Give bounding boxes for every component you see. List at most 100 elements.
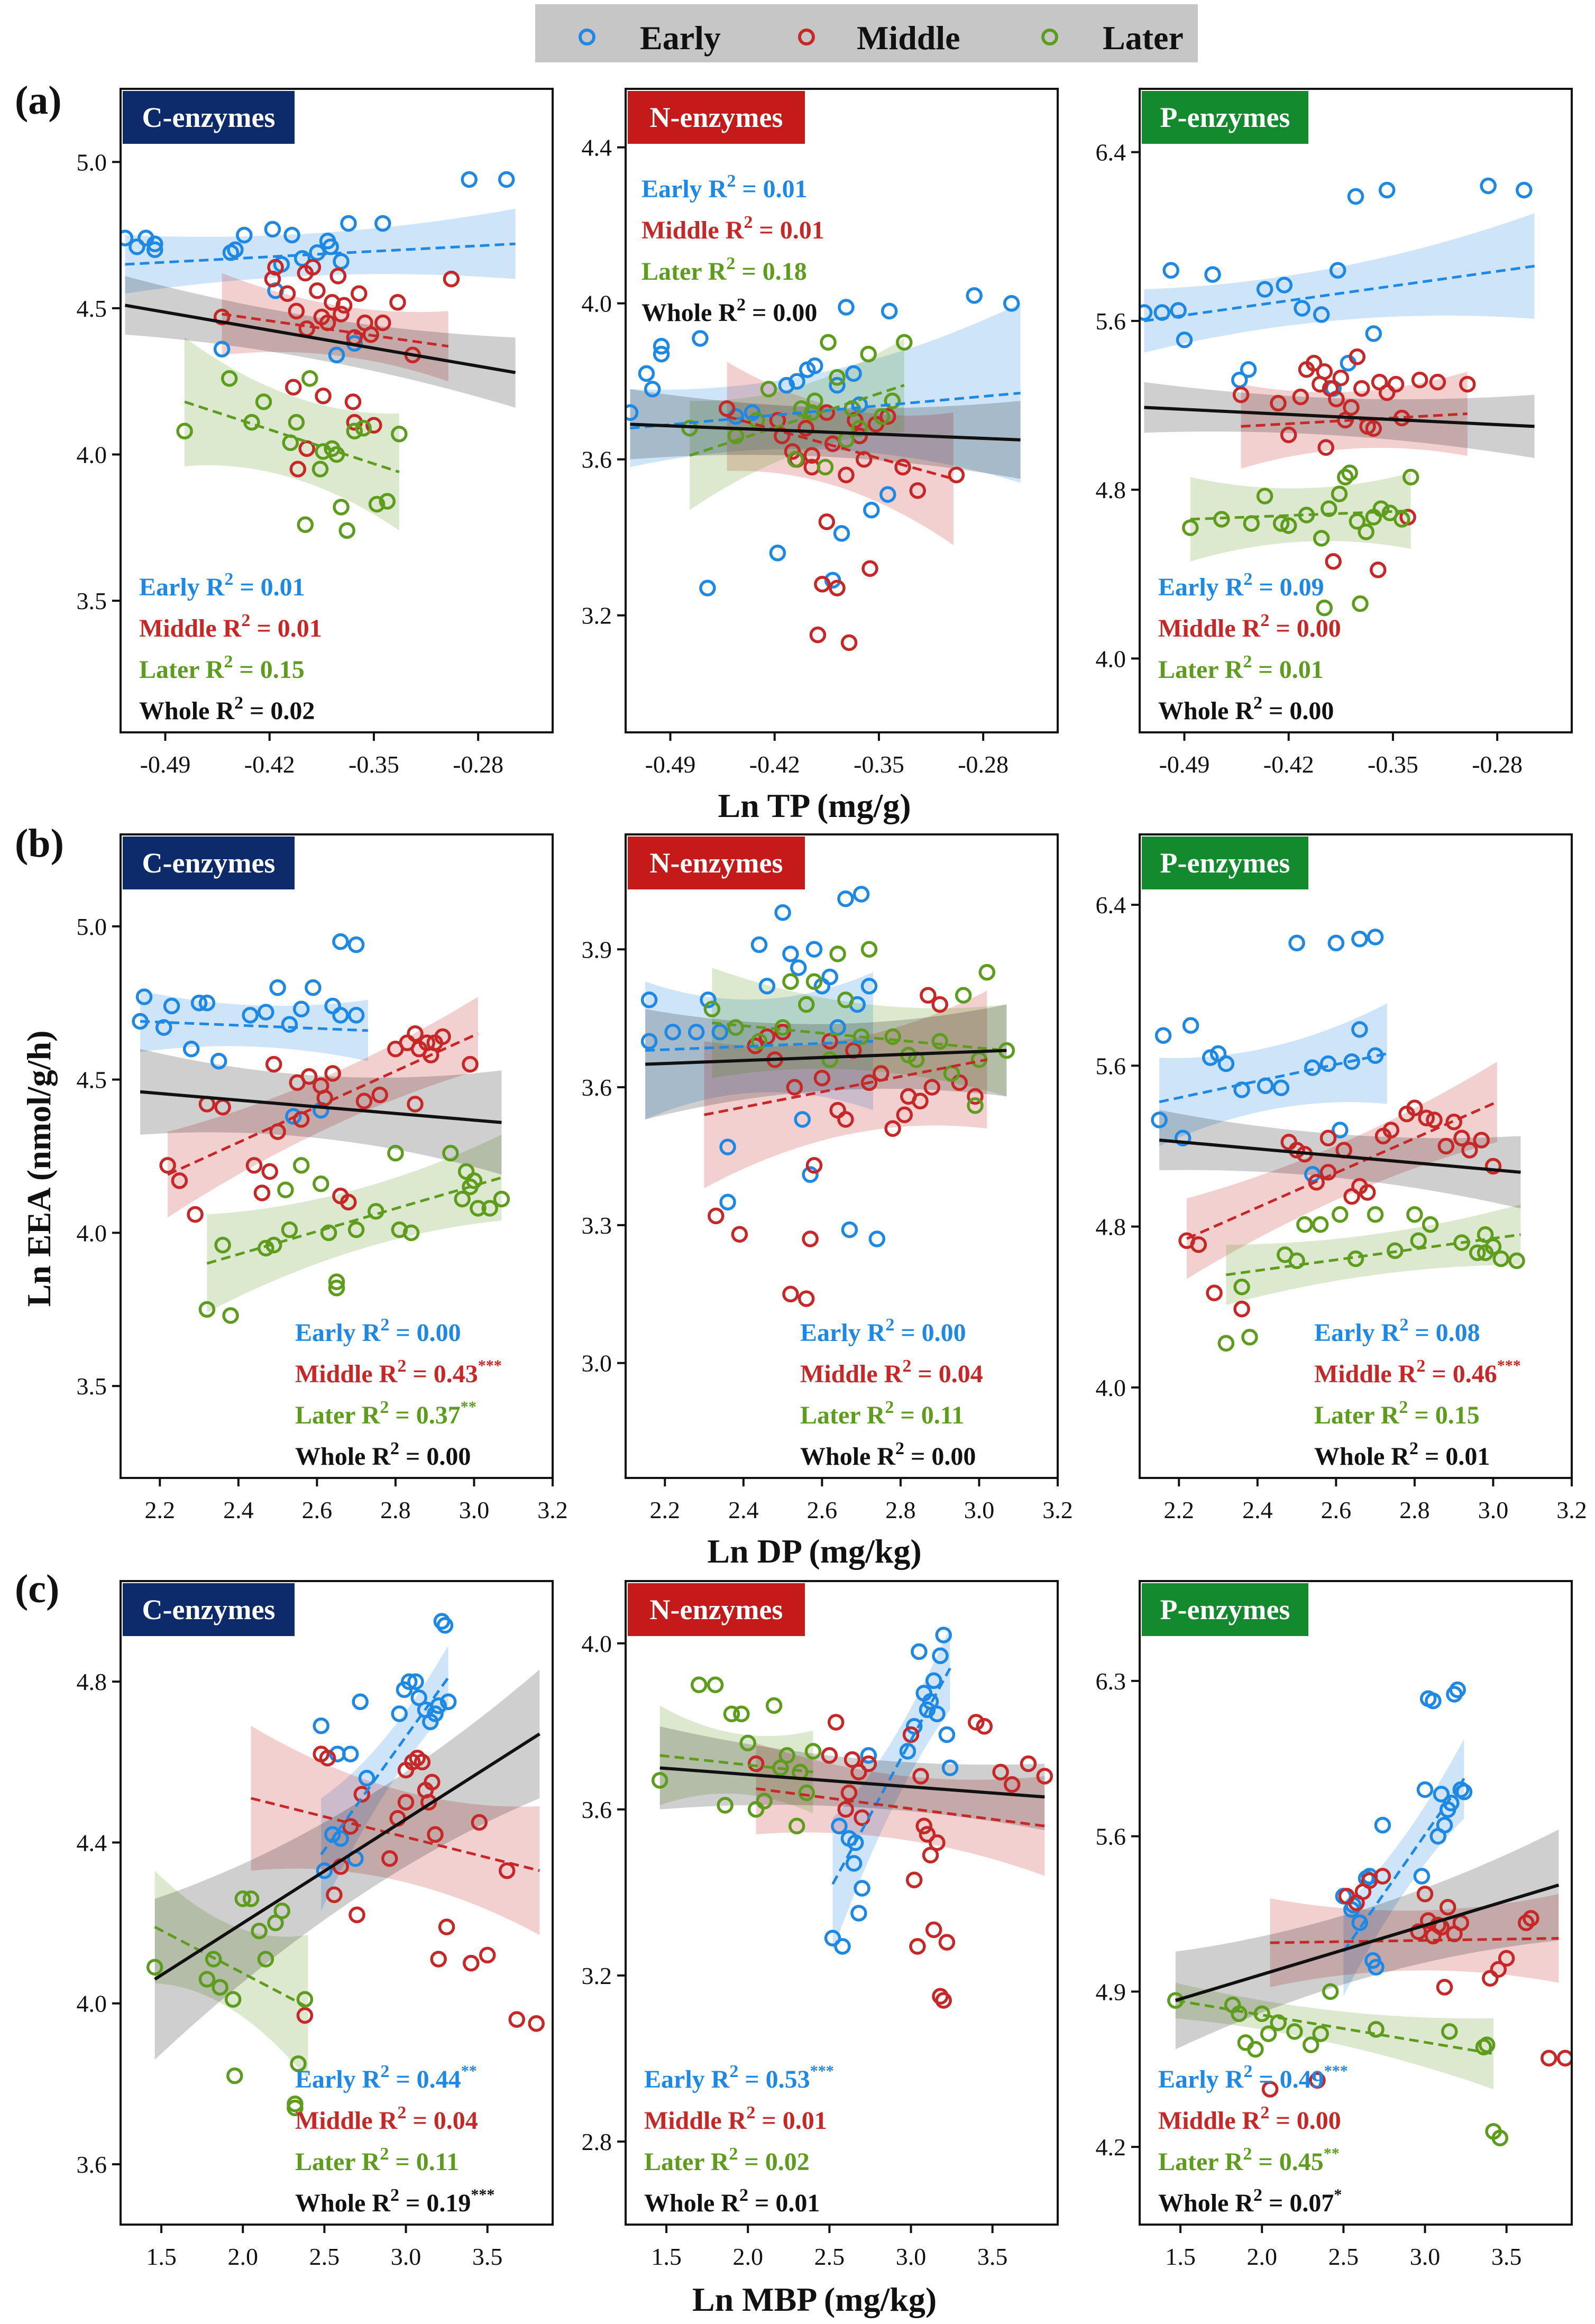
fit-line-whole <box>1159 1138 1521 1174</box>
confidence-band-early <box>125 208 516 294</box>
data-point-later <box>804 1743 822 1760</box>
data-point-early <box>711 1024 729 1041</box>
r2-superscript: 2 <box>1416 1356 1425 1376</box>
y-tick-label: 4.0 <box>582 290 612 317</box>
data-point-later <box>258 1239 274 1257</box>
fit-line-middle <box>756 1787 1045 1827</box>
legend-item-early: Early <box>579 19 721 57</box>
r2-value: = 0.46 <box>1425 1360 1497 1388</box>
data-point-early <box>1449 1681 1466 1698</box>
r2-annotation-whole: Whole R2 = 0.00 <box>1158 693 1334 725</box>
data-point-early <box>407 1673 424 1690</box>
data-point-middle <box>420 1794 437 1811</box>
r2-annotation-early: Early R2 = 0.44** <box>295 2062 477 2093</box>
r2-value: = 0.00 <box>1262 697 1334 725</box>
fit-line-middle <box>1241 412 1468 428</box>
data-point-middle <box>424 1774 441 1791</box>
fit-line-whole <box>124 304 516 374</box>
axes-frame <box>1139 88 1573 733</box>
r2-superscript: 2 <box>224 652 233 672</box>
legend-item-middle: Middle <box>798 19 960 57</box>
data-point-middle <box>821 1747 838 1764</box>
data-point-early <box>719 1138 736 1155</box>
data-point-middle <box>443 270 460 288</box>
r2-significance: *** <box>810 2062 834 2080</box>
data-point-later <box>242 1890 260 1907</box>
r2-group-name: Whole R <box>295 1443 391 1471</box>
data-point-early <box>1365 325 1382 342</box>
data-point-later <box>470 1200 487 1217</box>
data-point-later <box>750 1033 768 1050</box>
data-point-middle <box>1453 1129 1470 1147</box>
fit-line-whole <box>154 1732 540 1981</box>
r2-value: = 0.01 <box>748 2189 820 2217</box>
data-point-early <box>146 241 163 258</box>
data-point-early <box>1343 1053 1360 1070</box>
data-point-middle <box>1261 2081 1279 2098</box>
x-tick-label: 2.2 <box>145 1496 176 1523</box>
r2-value: = 0.01 <box>755 2107 827 2135</box>
x-tick-label: 3.2 <box>537 1496 568 1523</box>
data-point-early <box>391 1705 408 1722</box>
data-point-later <box>717 1797 734 1814</box>
data-point-middle <box>471 1814 488 1831</box>
legend: Early Middle Later <box>535 4 1198 62</box>
data-point-early <box>292 1000 310 1018</box>
data-point-early <box>932 1647 949 1665</box>
fit-line-whole <box>659 1766 1045 1799</box>
data-point-later <box>1337 469 1354 485</box>
data-point-middle <box>919 1826 936 1843</box>
data-point-early <box>863 501 880 519</box>
data-point-later <box>1270 2014 1287 2031</box>
data-point-early <box>1436 1816 1453 1834</box>
data-point-early <box>1182 1017 1199 1034</box>
data-point-early <box>436 1616 454 1634</box>
data-point-middle <box>528 2015 545 2032</box>
data-point-later <box>817 458 834 476</box>
data-point-middle <box>786 1079 803 1096</box>
confidence-band-early <box>321 1645 448 1911</box>
r2-superscript: 2 <box>739 2185 748 2205</box>
data-point-early <box>1003 295 1020 312</box>
data-point-middle <box>1270 394 1287 412</box>
data-point-later <box>1322 1983 1339 2000</box>
r2-annotation-middle: Middle R2 = 0.04 <box>295 2103 478 2135</box>
data-point-middle <box>245 1157 263 1174</box>
data-point-early <box>155 1019 172 1036</box>
r2-value: = 0.08 <box>1408 1319 1480 1347</box>
data-point-early <box>941 1759 959 1777</box>
x-tick-label: 1.5 <box>1165 2243 1196 2270</box>
data-point-early <box>922 1693 939 1710</box>
data-point-middle <box>838 466 855 483</box>
data-point-later <box>1469 1244 1486 1261</box>
r2-superscript: 2 <box>895 1439 904 1458</box>
panel-label-b: (b) <box>15 821 64 866</box>
data-point-later <box>368 495 386 513</box>
r2-annotation-early: Early R2 = 0.53*** <box>644 2062 834 2093</box>
chart-title-badge <box>123 1583 295 1636</box>
x-tick-label: 2.2 <box>650 1496 681 1523</box>
data-point-early <box>700 991 717 1008</box>
chart-n-enzymes-2: 2.2 2.4 2.6 2.8 3.0 3.2 3.0 3.3 3.6 3.9 N-enzymes E… <box>582 833 1073 1523</box>
data-point-early <box>1313 306 1330 323</box>
plot-area <box>1140 177 1535 617</box>
data-point-later <box>1387 1242 1404 1259</box>
data-point-later <box>1316 599 1333 617</box>
x-tick-label: 3.0 <box>391 2243 421 2270</box>
r2-value: = 0.01 <box>1252 656 1323 684</box>
data-point-early <box>653 345 670 363</box>
data-point-middle <box>747 1755 765 1772</box>
data-point-later <box>1477 1244 1494 1261</box>
fit-line-later <box>184 400 400 474</box>
r2-group-name: Early R <box>644 2065 730 2093</box>
x-tick-label: 3.0 <box>459 1496 490 1523</box>
fit-line-early <box>320 1677 450 1855</box>
r2-value: = 0.00 <box>1269 2107 1341 2135</box>
r2-significance: *** <box>1497 1357 1521 1374</box>
data-point-later <box>251 1922 268 1940</box>
data-point-later <box>1422 1216 1439 1233</box>
data-point-early <box>778 376 795 394</box>
r2-group-name: Early R <box>1314 1319 1400 1347</box>
r2-annotation-early: Early R2 = 0.09 <box>1158 569 1324 601</box>
data-point-early <box>837 890 854 907</box>
